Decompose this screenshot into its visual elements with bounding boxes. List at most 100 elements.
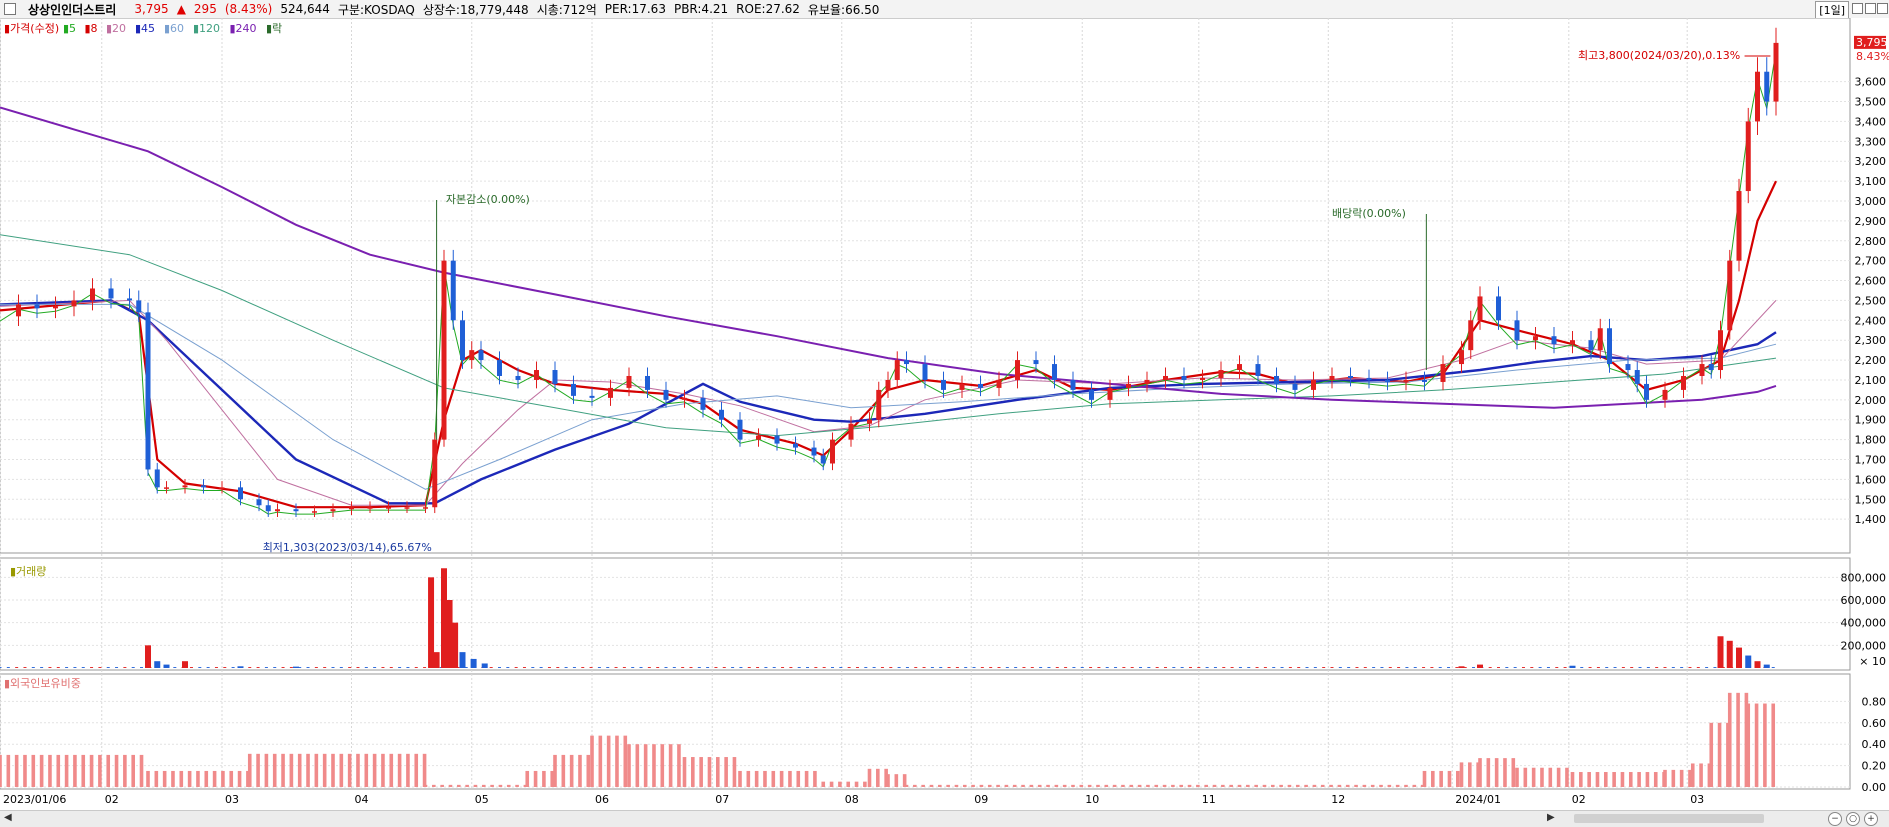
foreign-bar <box>996 784 1000 787</box>
foreign-bar <box>1079 784 1084 787</box>
x-axis-label: 09 <box>974 793 988 806</box>
foreign-bar <box>1587 772 1591 787</box>
foreign-bar <box>1422 770 1427 787</box>
foreign-bar <box>533 770 538 787</box>
dividend-annotation: 배당락(0.00%) <box>1332 207 1406 220</box>
x-axis-label: 03 <box>225 793 239 806</box>
candle-body <box>1459 350 1464 365</box>
volume-bar-small <box>872 667 876 668</box>
volume-bar-small <box>831 667 834 668</box>
candle-body <box>1255 364 1261 376</box>
candle-body <box>330 509 336 512</box>
foreign-bar <box>1221 784 1225 787</box>
foreign-bar <box>606 735 611 787</box>
foreign-bar <box>643 744 648 787</box>
volume-bar-small <box>1188 667 1192 668</box>
price-change: 295 <box>193 2 217 16</box>
maximize-icon[interactable] <box>1865 3 1876 14</box>
volume-bar-small <box>1538 667 1542 668</box>
minimize-icon[interactable] <box>1852 3 1863 14</box>
volume-bar-small <box>40 667 44 668</box>
foreign-bar <box>1337 784 1342 787</box>
volume-bar-small <box>1305 667 1309 668</box>
candle-body <box>293 509 299 512</box>
foreign-bar <box>114 754 119 787</box>
candle-body <box>876 389 882 420</box>
foreign-bar <box>1478 758 1482 787</box>
volume-bar <box>1763 664 1770 668</box>
header-checkbox[interactable] <box>4 3 16 15</box>
foreign-bar <box>1154 784 1159 787</box>
volume-bar-small <box>905 667 909 668</box>
candle-body <box>1033 360 1039 365</box>
zoom-out-icon[interactable]: − <box>1828 812 1842 826</box>
zoom-reset-icon[interactable]: ○ <box>1846 812 1860 826</box>
zoom-in-icon[interactable]: + <box>1864 812 1878 826</box>
foreign-bar <box>1439 770 1443 787</box>
price-change-pct: (8.43%) <box>224 2 273 16</box>
volume-bar-small <box>1546 667 1550 668</box>
volume-bar <box>459 652 466 668</box>
volume-bar <box>446 600 453 668</box>
candle-body <box>1348 375 1353 378</box>
stock-chart[interactable]: 1,400 1,500 1,600 1,700 1,800 1,900 2,000 2,100… <box>0 18 1889 810</box>
foreign-bar <box>525 770 530 787</box>
foreign-bar <box>196 770 200 787</box>
price-tick-label: 2,500 <box>1855 294 1887 307</box>
volume-bar-small <box>764 667 768 668</box>
period-button[interactable]: [1일] <box>1815 1 1849 19</box>
volume-bar-small <box>348 667 352 668</box>
volume-bar-small <box>23 667 27 668</box>
candle-body <box>756 435 761 440</box>
volume-bar-small <box>1005 667 1009 668</box>
volume-bar-small <box>131 667 135 668</box>
candle-body <box>312 511 317 513</box>
volume-bar-small <box>664 667 668 668</box>
foreign-bar <box>1046 784 1050 787</box>
foreign-bar <box>550 770 555 787</box>
volume-bar-small <box>1422 667 1426 668</box>
foreign-bar <box>422 753 427 787</box>
stock-name: 상상인인더스트리 <box>28 2 117 17</box>
scroll-left-icon[interactable]: ◀ <box>4 812 12 823</box>
foreign-bar <box>668 744 673 787</box>
ma20-line <box>0 299 1777 506</box>
candle-body <box>219 487 225 489</box>
foreign-bar <box>448 784 453 787</box>
volume-bar-small <box>939 667 943 668</box>
foreign-bar <box>1663 769 1667 787</box>
foreign-bar <box>1459 762 1464 787</box>
volume-bar <box>481 663 488 668</box>
scroll-thumb[interactable] <box>1574 814 1764 823</box>
price-tick-label: 1,500 <box>1855 493 1887 506</box>
foreign-bar <box>1746 703 1751 787</box>
volume-bar-small <box>1347 667 1351 668</box>
volume-bar-small <box>423 667 427 668</box>
foreign-bar <box>1162 784 1167 787</box>
volume-bar-small <box>1197 667 1201 668</box>
volume-bar-small <box>1555 667 1559 668</box>
foreign-bar <box>615 735 619 787</box>
candle-body <box>154 469 160 488</box>
volume-bar-small <box>256 667 260 668</box>
close-icon[interactable] <box>1877 3 1888 14</box>
volume-bar-small <box>1114 667 1118 668</box>
last-price-label: 3,795 <box>1856 36 1888 49</box>
scroll-bar[interactable]: ◀ ▶ − ○ + <box>0 810 1889 827</box>
foreign-bar <box>1287 784 1292 787</box>
scroll-right-icon[interactable]: ▶ <box>1547 812 1555 823</box>
foreign-bar <box>813 770 817 787</box>
foreign-bar <box>1037 784 1042 787</box>
volume-bar-small <box>897 667 901 668</box>
volume-bar-small <box>1322 667 1326 668</box>
foreign-bar <box>1087 784 1092 787</box>
foreign-bar <box>553 754 557 787</box>
volume-bar-small <box>564 667 568 668</box>
foreign-bar <box>256 753 260 787</box>
price-tick-label: 3,200 <box>1855 155 1887 168</box>
foreign-bar <box>48 754 52 787</box>
ma120-line <box>0 234 1777 437</box>
x-axis-label: 06 <box>595 793 609 806</box>
foreign-bar <box>635 744 640 787</box>
volume-bar-small <box>1438 667 1442 668</box>
